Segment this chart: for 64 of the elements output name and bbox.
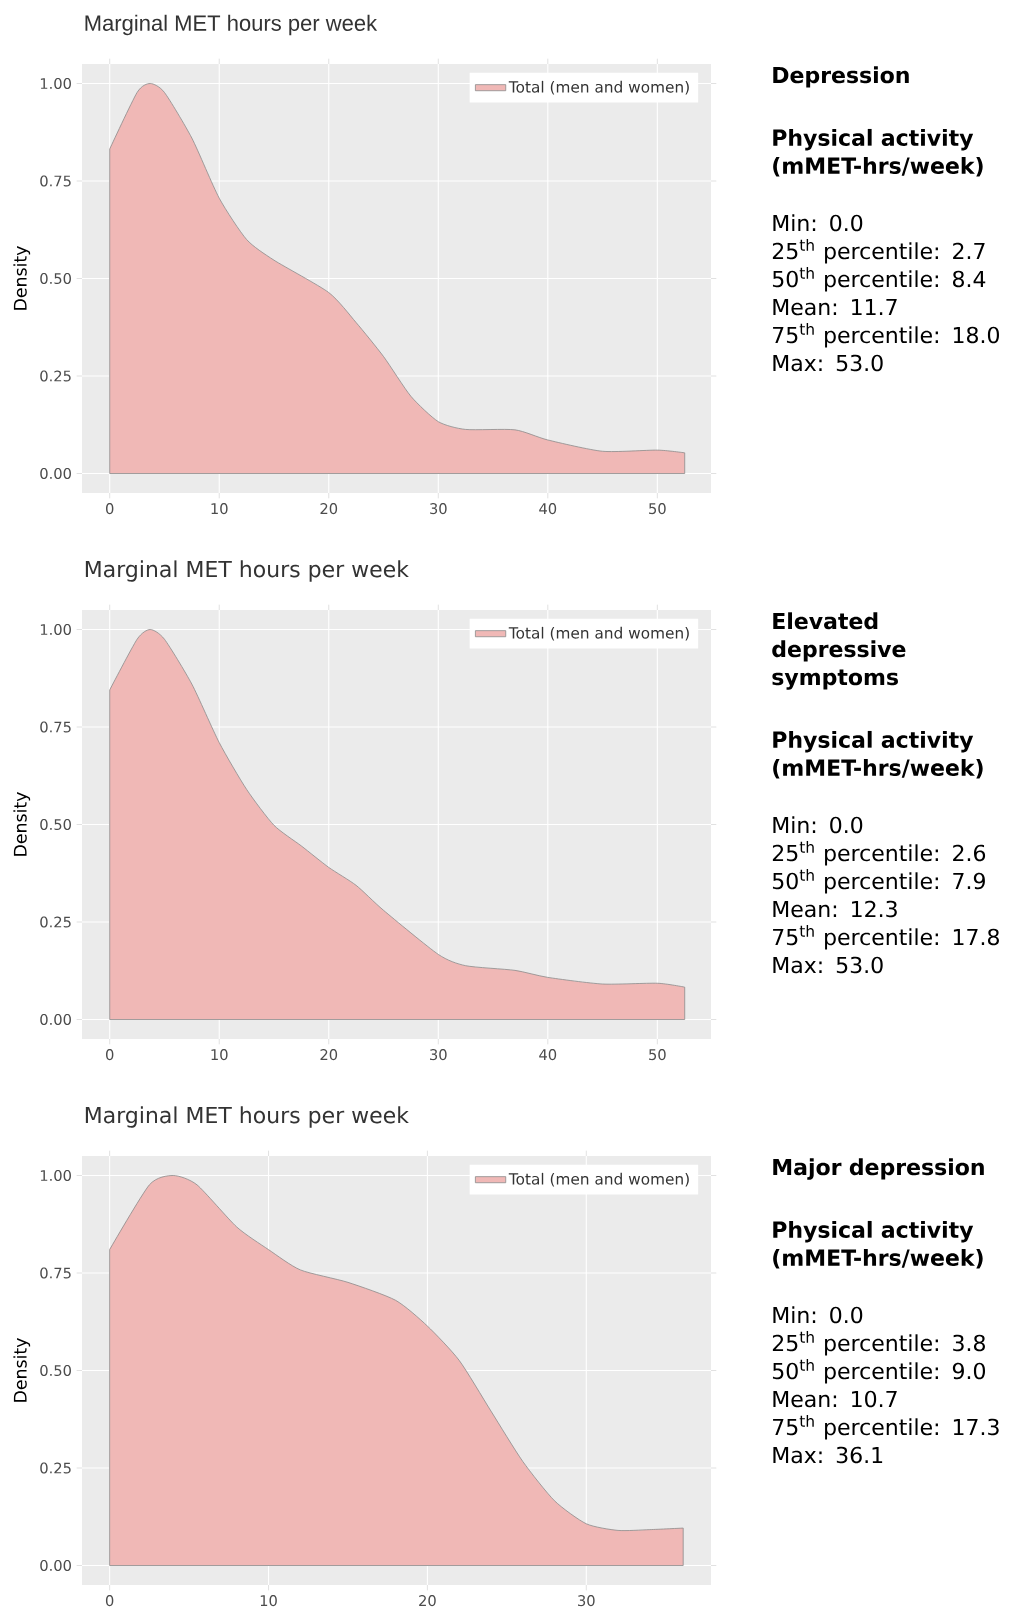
x-tick-label: 0 — [105, 1595, 114, 1607]
x-tick-label: 50 — [649, 1049, 666, 1061]
text: Physical activity (mMET-hrs/week) — [773, 730, 983, 779]
y-tick-label: 0.00 — [40, 1559, 71, 1572]
chart-title: Marginal MET hours per week — [85, 1106, 409, 1128]
x-tick-label: 40 — [539, 1049, 557, 1061]
text: Max: 36.1 — [773, 1446, 883, 1464]
x-tick-label: 10 — [211, 1049, 228, 1061]
y-tick-label: 0.75 — [40, 1267, 71, 1279]
y-axis-title: Density — [13, 1338, 31, 1402]
y-axis-title: Density — [13, 246, 31, 310]
text: Max: 53.0 — [773, 354, 883, 372]
text: 75$^{th}$ percentile: 17.8 — [773, 924, 999, 950]
y-tick-label: 0.50 — [40, 272, 71, 285]
y-tick-label: 0.00 — [40, 1013, 71, 1026]
y-tick-label: 0.50 — [40, 818, 71, 831]
x-tick-label: 20 — [419, 1595, 436, 1607]
y-tick-label: 1.00 — [40, 623, 71, 636]
text: 25$^{th}$ percentile: 3.8 — [772, 1330, 985, 1356]
text: Physical activity (mMET-hrs/week) — [773, 1220, 983, 1269]
x-tick-label: 30 — [430, 1049, 447, 1061]
x-tick-label: 40 — [539, 503, 557, 515]
y-tick-label: 0.75 — [40, 175, 71, 187]
text: Physical activity (mMET-hrs/week) — [773, 128, 983, 177]
y-tick-label: 0.75 — [40, 721, 71, 733]
y-tick-label: 0.25 — [40, 1462, 71, 1474]
text: 50$^{th}$ percentile: 8.4 — [772, 266, 986, 292]
text: Mean: 10.7 — [773, 1390, 897, 1408]
text: Depression — [773, 66, 909, 88]
legend-label: Total (men and women) — [508, 1172, 689, 1187]
text: Elevated depressive symptoms — [772, 612, 906, 690]
x-tick-label: 30 — [578, 1595, 595, 1607]
text: Mean: 12.3 — [773, 900, 897, 918]
x-tick-label: 10 — [260, 1595, 277, 1607]
text: Max: 53.0 — [773, 956, 883, 974]
x-tick-label: 0 — [106, 1049, 114, 1061]
text: 50$^{th}$ percentile: 7.9 — [772, 868, 985, 894]
text: 75$^{th}$ percentile: 18.0 — [773, 322, 999, 348]
chart-title: Marginal MET hours per week — [85, 560, 409, 582]
y-tick-label: 0.00 — [40, 467, 71, 480]
text: Major depression — [773, 1158, 984, 1180]
text: 50$^{th}$ percentile: 9.0 — [772, 1358, 986, 1384]
y-axis-title: Density — [13, 792, 31, 856]
y-tick-label: 1.00 — [40, 77, 71, 90]
text: Mean: 11.7 — [773, 298, 897, 316]
text: Min: 0.0 — [773, 816, 863, 834]
y-tick-label: 1.00 — [40, 1169, 71, 1182]
x-tick-label: 30 — [430, 503, 447, 515]
chart-title: Marginal MET hours per week — [85, 14, 378, 36]
text: Min: 0.0 — [773, 1306, 863, 1324]
y-tick-label: 0.25 — [40, 916, 71, 928]
text: 25$^{th}$ percentile: 2.6 — [772, 840, 986, 866]
x-tick-label: 20 — [320, 503, 338, 515]
text: 25$^{th}$ percentile: 2.7 — [772, 238, 985, 264]
y-tick-label: 0.50 — [40, 1364, 71, 1377]
y-tick-label: 0.25 — [40, 370, 71, 382]
x-tick-label: 10 — [211, 503, 228, 515]
text: 75$^{th}$ percentile: 17.3 — [773, 1414, 999, 1440]
legend-label: Total (men and women) — [508, 80, 689, 95]
x-tick-label: 50 — [649, 503, 666, 515]
x-tick-label: 20 — [320, 1049, 338, 1061]
text: Min: 0.0 — [773, 214, 863, 232]
x-tick-label: 0 — [106, 503, 114, 515]
legend-label: Total (men and women) — [508, 626, 689, 641]
